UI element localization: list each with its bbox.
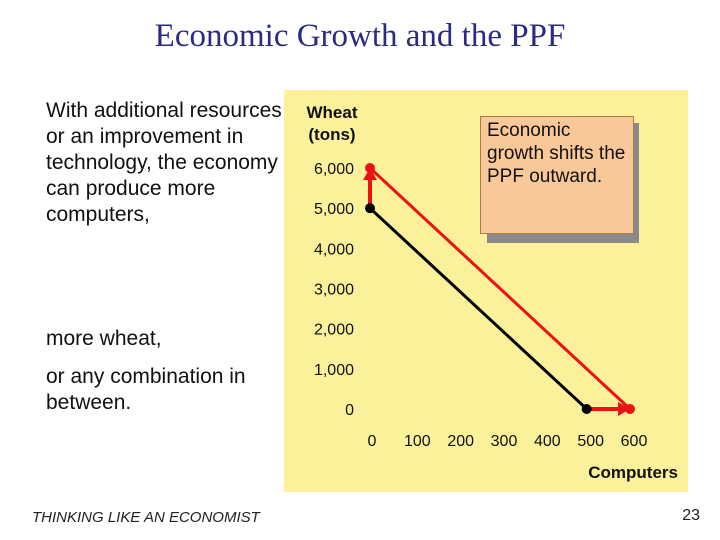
- y-tick-label: 4,000: [314, 241, 354, 258]
- x-tick-label: 500: [577, 433, 604, 450]
- x-tick-label: 0: [368, 433, 377, 450]
- footer-text: THINKING LIKE AN ECONOMIST: [32, 509, 260, 526]
- ppf-point-new: [625, 404, 635, 414]
- y-axis-label-line1: Wheat: [307, 103, 358, 122]
- callout-text: Economic growth shifts the PPF outward.: [480, 116, 634, 234]
- x-tick-label: 600: [621, 433, 648, 450]
- ppf-point-original: [365, 203, 375, 214]
- ppf-line-new: [368, 166, 632, 411]
- y-tick-label: 2,000: [314, 322, 354, 339]
- x-tick-label: 200: [447, 433, 474, 450]
- ppf-line-original: [368, 207, 588, 411]
- y-tick-label: 3,000: [314, 282, 354, 299]
- y-tick-label: 5,000: [314, 201, 354, 218]
- ppf-point-original: [581, 404, 592, 414]
- body-text-more-wheat: more wheat,: [46, 327, 162, 350]
- x-tick-label: 100: [404, 433, 431, 450]
- slide-title: Economic Growth and the PPF: [154, 18, 566, 54]
- body-text-resources: With additional resources or an improvem…: [46, 99, 282, 226]
- callout-note: Economic growth shifts the PPF outward.: [480, 116, 639, 243]
- ppf-point-new: [365, 163, 375, 173]
- computer-growth-arrowhead: [618, 402, 630, 416]
- x-tick-label: 300: [491, 433, 518, 450]
- y-tick-label: 1,000: [314, 362, 354, 379]
- y-tick-label: 6,000: [314, 161, 354, 178]
- body-text-combination: or any combination in between.: [46, 365, 246, 414]
- y-axis-label-line2: (tons): [308, 125, 355, 144]
- ppf-chart: Wheat (tons) Computers 0 1,000 2,000 3,000 4…: [284, 90, 688, 492]
- y-tick-label: 0: [345, 402, 354, 419]
- x-axis-label: Computers: [588, 463, 678, 482]
- x-tick-label: 400: [534, 433, 561, 450]
- page-number: 23: [682, 507, 700, 524]
- wheat-growth-arrowhead: [363, 168, 377, 180]
